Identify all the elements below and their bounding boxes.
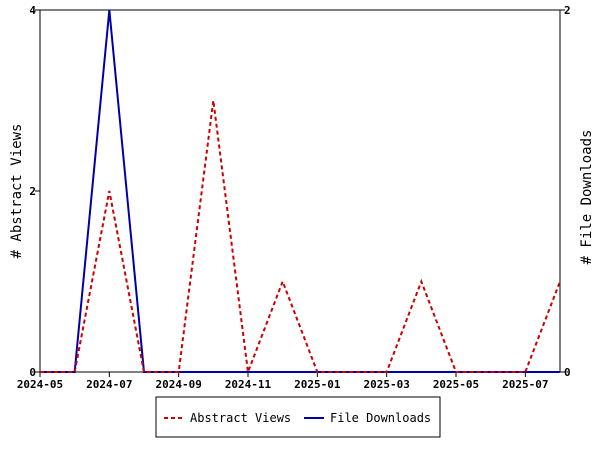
x-tick-label: 2025-07 xyxy=(502,378,548,391)
y-right-tick-label: 0 xyxy=(564,366,571,379)
series-line-abstract-views xyxy=(40,100,561,373)
legend: Abstract Views File Downloads xyxy=(155,396,441,438)
legend-label-abstract-views: Abstract Views xyxy=(190,411,291,425)
series-line-file-downloads xyxy=(40,9,560,373)
x-tick-label: 2024-11 xyxy=(225,378,272,391)
plot-frame xyxy=(39,9,561,373)
x-tick-label: 2024-09 xyxy=(155,378,201,391)
y-axis-label-right: # File Downloads xyxy=(579,130,595,265)
legend-label-file-downloads: File Downloads xyxy=(330,411,431,425)
y-right-tick-label: 2 xyxy=(564,4,571,17)
x-tick-label: 2025-01 xyxy=(294,378,341,391)
legend-box xyxy=(155,396,441,438)
y-left-tick-label: 2 xyxy=(29,185,36,198)
y-left-tick-label: 0 xyxy=(29,366,36,379)
y-axis-label-left: # Abstract Views xyxy=(9,124,25,259)
x-tick-label: 2025-05 xyxy=(433,378,479,391)
x-tick-label: 2025-03 xyxy=(363,378,409,391)
x-tick-label: 2024-07 xyxy=(86,378,132,391)
y-left-tick-label: 4 xyxy=(29,4,36,17)
x-tick-label: 2024-05 xyxy=(17,378,63,391)
